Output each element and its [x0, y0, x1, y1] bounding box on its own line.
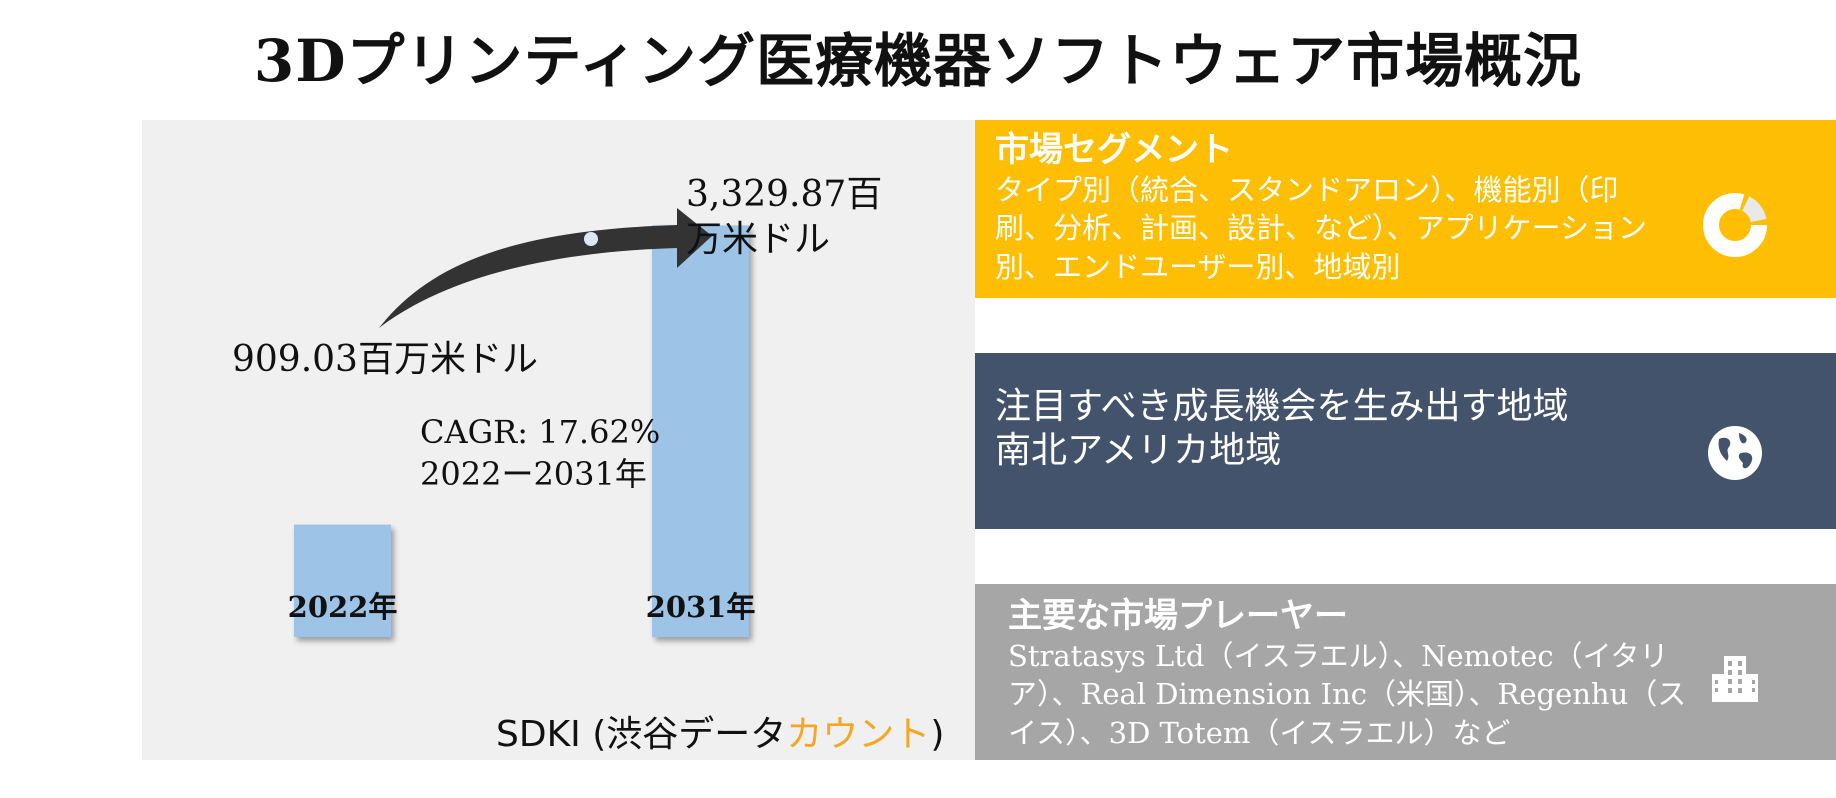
- bar-0: [294, 524, 391, 637]
- arrow-dot: [584, 232, 598, 246]
- growth-arrow: [379, 208, 712, 328]
- players-body: Stratasys Ltd（イスラエル）、Nemotec（イタリア）、Real …: [1008, 638, 1687, 750]
- category-label-0: 2022年: [288, 590, 398, 624]
- segments-body: タイプ別（統合、スタンドアロン）、機能別（印刷、分析、計画、設計、など）、アプリ…: [995, 172, 1647, 284]
- bar-1: [652, 225, 749, 638]
- bar-chart: 2022年 2031年: [288, 208, 756, 638]
- players-heading: 主要な市場プレーヤー: [1008, 596, 1348, 636]
- value-label-2031: 3,329.87百万米ドル: [686, 172, 916, 262]
- page-title: 3Dプリンティング医療機器ソフトウェア市場概況: [253, 27, 1583, 95]
- brand-close: ): [930, 714, 945, 755]
- donut-chart-icon: [1703, 193, 1767, 257]
- segments-heading: 市場セグメント: [995, 130, 1233, 170]
- category-label-1: 2031年: [646, 590, 756, 624]
- regions-body: 南北アメリカ地域: [995, 430, 1282, 472]
- cagr-period: 2022ー2031年: [420, 454, 647, 493]
- value-label-2022: 909.03百万米ドル: [232, 339, 538, 380]
- regions-box: 注目すべき成長機会を生み出す地域 南北アメリカ地域: [975, 353, 1836, 529]
- chart-panel: 2022年 2031年 909.03百万米ドル 3,329.87百万米ドル CAG…: [142, 120, 975, 760]
- segments-box: 市場セグメント タイプ別（統合、スタンドアロン）、機能別（印刷、分析、計画、設計…: [975, 120, 1836, 298]
- globe-icon: [1708, 426, 1762, 480]
- brand-accent: カウント: [786, 714, 931, 755]
- value-label-2031-text: 3,329.87百万米ドル: [686, 174, 883, 260]
- players-box: 主要な市場プレーヤー Stratasys Ltd（イスラエル）、Nemotec（…: [975, 584, 1836, 760]
- brand-main: SDKI (渋谷データ: [496, 714, 787, 755]
- cagr-annotation: CAGR: 17.62% 2022ー2031年: [420, 412, 660, 495]
- cagr-value: CAGR: 17.62%: [420, 413, 661, 451]
- regions-heading: 注目すべき成長機会を生み出す地域: [995, 386, 1569, 427]
- buildings-icon: [1712, 656, 1758, 702]
- brand-label: SDKI (渋谷データカウント): [496, 705, 944, 757]
